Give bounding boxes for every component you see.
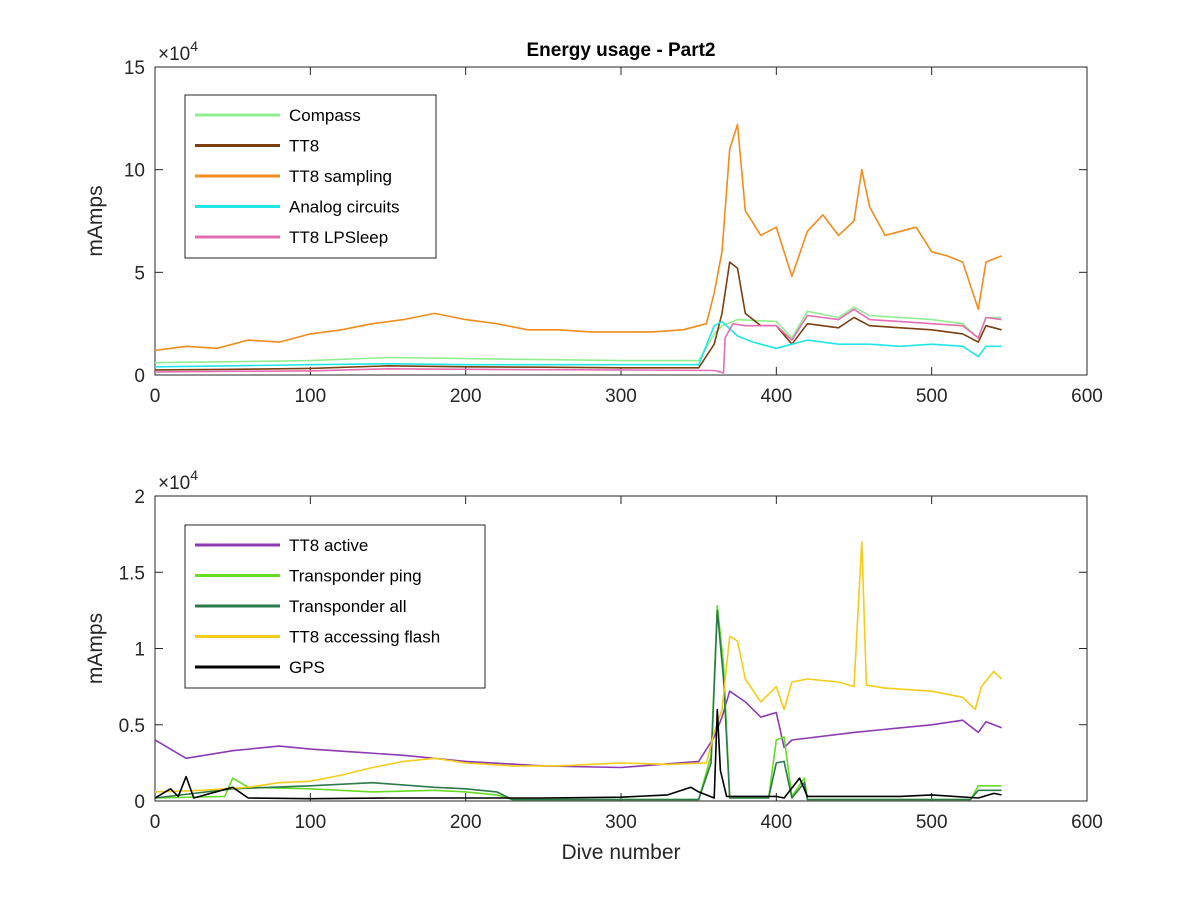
x-tick-label: 500 [916, 386, 948, 407]
x-tick-label: 600 [1071, 386, 1103, 407]
series-line-tt8-lpsleep [155, 308, 1002, 374]
y-tick-label: 2 [134, 487, 145, 508]
legend-label: TT8 sampling [289, 167, 392, 186]
x-axis-label: Dive number [561, 841, 680, 864]
series-line-tt8-sampling [155, 123, 1002, 352]
y-tick-label: 0 [134, 366, 145, 387]
series-line-analog-circuits [155, 320, 1002, 368]
legend-label: Compass [289, 106, 361, 125]
legend-label: Transponder ping [289, 567, 422, 586]
chart-title-top: Energy usage - Part2 [526, 40, 715, 61]
x-tick-label: 600 [1071, 812, 1103, 833]
x-tick-label: 300 [605, 386, 637, 407]
bottom-plot: 0 100 200 300 400 500 60000.511.52×104mAmpsDiv… [84, 467, 1103, 864]
legend-label: Analog circuits [289, 198, 400, 217]
legend-label: Transponder all [289, 597, 407, 616]
x-tick-label: 100 [294, 386, 326, 407]
y-tick-label: 1.5 [119, 563, 145, 584]
series-line-transponder-all [155, 609, 1002, 801]
y-tick-label: 5 [134, 263, 145, 284]
x-tick-label: 200 [450, 386, 482, 407]
y-tick-label: 10 [124, 161, 145, 182]
legend-label: TT8 accessing flash [289, 628, 440, 647]
x-tick-label: 300 [605, 812, 637, 833]
series-line-tt8-active [155, 690, 1002, 769]
series-line-compass [155, 306, 1002, 364]
series-line-gps [155, 708, 1002, 800]
y-exponent-power: 4 [190, 467, 198, 483]
y-tick-label: 1 [134, 640, 145, 661]
series-line-tt8-accessing-flash [155, 540, 1003, 793]
y-tick-label: 15 [124, 58, 145, 79]
y-axis-label: mAmps [84, 613, 107, 684]
y-tick-label: 0 [134, 792, 145, 813]
legend-label: TT8 active [289, 536, 368, 555]
legend-label: TT8 LPSleep [289, 228, 388, 247]
top-plot: 0 100 200 300 400 500 600051015×104mAmpsCompas… [84, 38, 1103, 407]
y-tick-label: 0.5 [119, 716, 145, 737]
y-axis-label: mAmps [84, 185, 107, 256]
x-tick-label: 0 [150, 812, 161, 833]
x-tick-label: 200 [450, 812, 482, 833]
y-exponent-power: 4 [190, 38, 198, 54]
legend-label: TT8 [289, 137, 319, 156]
x-tick-label: 100 [294, 812, 326, 833]
x-tick-label: 500 [916, 812, 948, 833]
x-tick-label: 0 [150, 386, 161, 407]
series-line-tt8 [155, 261, 1002, 371]
legend-label: GPS [289, 658, 325, 677]
x-tick-label: 400 [760, 386, 792, 407]
x-tick-label: 400 [760, 812, 792, 833]
